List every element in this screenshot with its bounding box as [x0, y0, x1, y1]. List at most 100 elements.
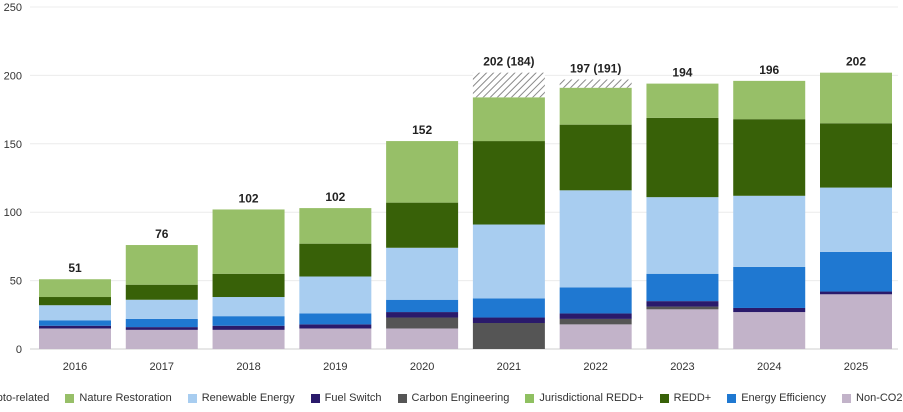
bar-total-label: 102 [325, 190, 345, 204]
bar-segment [386, 317, 459, 329]
bar-segment [733, 266, 806, 308]
x-tick-label: 2025 [844, 361, 868, 373]
bar-segment [472, 323, 545, 349]
bar-segment [472, 97, 545, 142]
y-tick-label: 0 [16, 344, 22, 356]
bar-segment [646, 306, 719, 310]
bar-segment [472, 224, 545, 299]
bar-segment [125, 318, 198, 328]
legend-swatch [65, 393, 75, 403]
bar-segment [125, 299, 198, 319]
y-tick-label: 100 [4, 207, 22, 219]
x-tick-label: 2023 [670, 361, 694, 373]
x-tick-label: 2020 [410, 361, 434, 373]
x-tick-label: 2021 [497, 361, 521, 373]
bar-segment [820, 123, 892, 188]
bar-segment [559, 87, 632, 125]
legend-swatch [727, 393, 737, 403]
legend-label: Nature Restoration [79, 392, 172, 404]
bar-segment [820, 251, 892, 292]
bar-total-label: 197 (191) [570, 62, 621, 76]
bar-segment [559, 313, 632, 319]
legend-swatch [397, 393, 407, 403]
legend-item: Renewable Energy [187, 392, 295, 404]
bar-segment [646, 197, 719, 274]
bar-segment [820, 291, 892, 295]
legend-label: REDD+ [673, 392, 712, 404]
bar-total-label: 196 [759, 63, 779, 77]
bar-segment [733, 119, 806, 196]
bar-segment [299, 243, 372, 277]
bar-segment [646, 83, 719, 118]
bar-segment [212, 273, 285, 298]
y-tick-label: 250 [4, 2, 22, 14]
bar-segment [299, 208, 372, 244]
stacked-bar-chart: 0 50 100 150 200 250 51 2016 76 2017 102 2018 102 201… [4, 2, 898, 373]
bar-segment [212, 316, 285, 326]
bar-segment [733, 307, 806, 313]
legend-swatch [842, 393, 852, 403]
bar-segment [733, 80, 806, 120]
labels: 0 50 100 150 200 250 51 2016 76 2017 102 2018 102 201… [4, 2, 869, 373]
bar-segment [39, 297, 111, 306]
bar-segment [733, 195, 806, 267]
legend-item: REDD+ [659, 392, 712, 404]
bar-segment [820, 72, 892, 124]
bar-segment [472, 141, 545, 225]
y-tick-label: 200 [4, 70, 22, 82]
x-tick-label: 2017 [150, 361, 174, 373]
legend-label: Energy Efficiency [741, 392, 827, 404]
bar-segment [733, 312, 806, 349]
bar-segment [472, 317, 545, 324]
bar-segment [646, 301, 719, 307]
bar-segment [212, 325, 285, 330]
bar-segment [386, 299, 459, 313]
x-tick-label: 2018 [236, 361, 260, 373]
legend-label: Carbon Engineering [411, 392, 510, 404]
legend-item: Jurisdictional REDD+ [525, 392, 644, 404]
x-tick-label: 2019 [323, 361, 347, 373]
bar-segment [125, 329, 198, 349]
legend-label: Renewable Energy [201, 392, 295, 404]
bar-segment [299, 313, 372, 325]
bar-segment [386, 202, 459, 248]
bar-total-label: 194 [672, 66, 692, 80]
bar-segment [472, 298, 545, 318]
bar-segment [39, 325, 111, 329]
legend-label: Crypto-related [0, 392, 50, 404]
x-tick-label: 2016 [63, 361, 87, 373]
bar-segment [559, 124, 632, 191]
bar-segment [559, 318, 632, 325]
legend: Crypto-related Nature Restoration Renewabl… [0, 388, 903, 408]
x-tick-label: 2024 [757, 361, 781, 373]
bar-segment [559, 324, 632, 349]
bar-segment [559, 287, 632, 314]
bars [39, 72, 892, 349]
bar-segment [386, 247, 459, 300]
bar-segment [125, 245, 198, 285]
bar-segment [646, 273, 719, 302]
bar-segment [299, 324, 372, 329]
bar-segment [212, 209, 285, 274]
bar-segment [646, 309, 719, 349]
bar-segment [212, 329, 285, 349]
y-tick-label: 50 [10, 276, 22, 288]
legend-item: Fuel Switch [310, 392, 382, 404]
bar-total-label: 76 [155, 227, 169, 241]
bar-segment [472, 72, 545, 98]
bar-segment [39, 279, 111, 298]
bar-segment [386, 141, 459, 203]
legend-label: Non-CO2 Gases [856, 392, 903, 404]
bar-total-label: 202 [846, 55, 866, 69]
bar-segment [820, 294, 892, 349]
legend-label: Jurisdictional REDD+ [539, 392, 644, 404]
legend-swatch [525, 393, 535, 403]
legend-swatch [310, 393, 320, 403]
legend-swatch [187, 393, 197, 403]
bar-segment [559, 79, 632, 88]
bar-total-label: 102 [239, 191, 259, 205]
bar-segment [299, 276, 372, 314]
bar-segment [299, 328, 372, 349]
bar-total-label: 152 [412, 123, 432, 137]
bar-segment [646, 117, 719, 198]
